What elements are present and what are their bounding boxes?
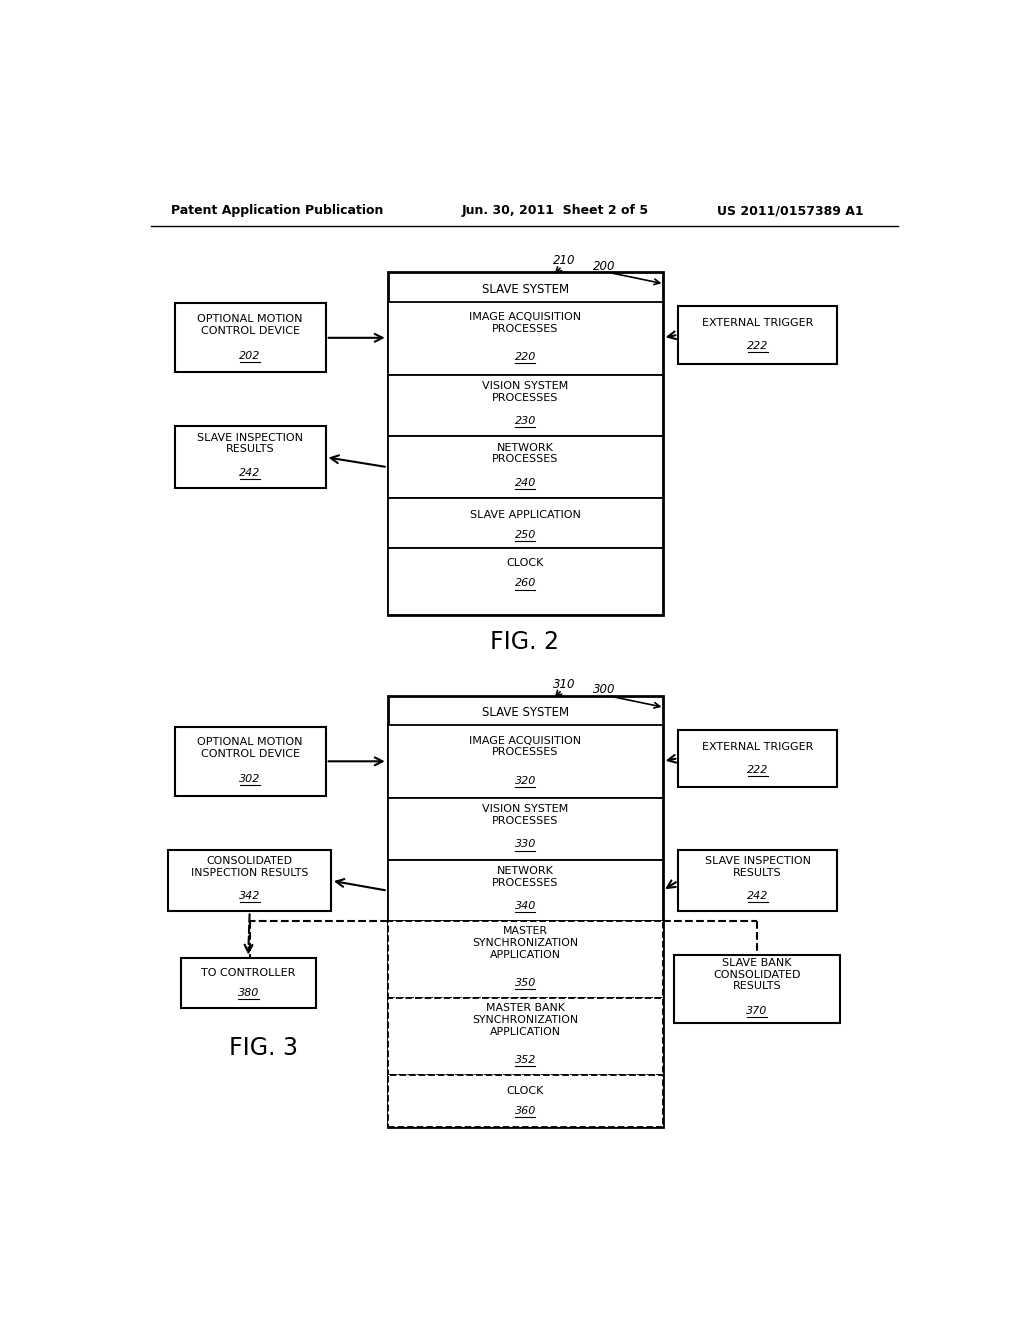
Text: 302: 302 <box>240 774 261 784</box>
Text: SLAVE SYSTEM: SLAVE SYSTEM <box>481 282 568 296</box>
Text: 330: 330 <box>514 840 536 850</box>
Bar <box>388 859 663 921</box>
Bar <box>388 272 663 615</box>
Bar <box>388 921 663 998</box>
Bar <box>388 302 663 375</box>
Text: EXTERNAL TRIGGER: EXTERNAL TRIGGER <box>702 742 813 751</box>
Text: OPTIONAL MOTION
CONTROL DEVICE: OPTIONAL MOTION CONTROL DEVICE <box>198 314 303 335</box>
Bar <box>174 304 326 372</box>
Text: NETWORK
PROCESSES: NETWORK PROCESSES <box>492 866 558 887</box>
Text: SLAVE INSPECTION
RESULTS: SLAVE INSPECTION RESULTS <box>705 855 811 878</box>
Text: 310: 310 <box>553 677 575 690</box>
Text: 380: 380 <box>238 989 259 998</box>
Text: 200: 200 <box>593 260 615 273</box>
Bar <box>388 725 663 799</box>
Text: 202: 202 <box>240 351 261 360</box>
Text: VISION SYSTEM
PROCESSES: VISION SYSTEM PROCESSES <box>482 804 568 826</box>
Text: 230: 230 <box>514 416 536 426</box>
Bar <box>388 548 663 615</box>
Text: 222: 222 <box>746 764 768 775</box>
Text: Jun. 30, 2011  Sheet 2 of 5: Jun. 30, 2011 Sheet 2 of 5 <box>461 205 648 218</box>
Text: MASTER
SYNCHRONIZATION
APPLICATION: MASTER SYNCHRONIZATION APPLICATION <box>472 927 579 960</box>
Bar <box>174 426 326 488</box>
Text: SLAVE SYSTEM: SLAVE SYSTEM <box>481 706 568 719</box>
Text: SLAVE BANK
CONSOLIDATED
RESULTS: SLAVE BANK CONSOLIDATED RESULTS <box>713 958 801 991</box>
Text: 320: 320 <box>514 776 536 785</box>
Text: SLAVE APPLICATION: SLAVE APPLICATION <box>470 510 581 520</box>
Text: 260: 260 <box>514 578 536 589</box>
Text: FIG. 3: FIG. 3 <box>229 1036 298 1060</box>
Bar <box>168 850 331 911</box>
Text: CONSOLIDATED
INSPECTION RESULTS: CONSOLIDATED INSPECTION RESULTS <box>191 855 308 878</box>
Bar <box>678 306 838 364</box>
Text: SLAVE INSPECTION
RESULTS: SLAVE INSPECTION RESULTS <box>197 433 303 454</box>
Bar <box>388 375 663 437</box>
Text: 250: 250 <box>514 529 536 540</box>
Text: 222: 222 <box>746 342 768 351</box>
Text: 242: 242 <box>746 891 768 902</box>
Text: Patent Application Publication: Patent Application Publication <box>171 205 383 218</box>
Bar <box>674 956 841 1023</box>
Text: 300: 300 <box>593 684 615 696</box>
Text: 220: 220 <box>514 352 536 362</box>
Text: 350: 350 <box>514 978 536 989</box>
Bar <box>388 498 663 548</box>
Text: 370: 370 <box>746 1006 768 1016</box>
Bar <box>388 437 663 498</box>
Bar <box>180 958 316 1007</box>
Text: MASTER BANK
SYNCHRONIZATION
APPLICATION: MASTER BANK SYNCHRONIZATION APPLICATION <box>472 1003 579 1036</box>
Text: 340: 340 <box>514 902 536 911</box>
Text: NETWORK
PROCESSES: NETWORK PROCESSES <box>492 442 558 465</box>
Text: TO CONTROLLER: TO CONTROLLER <box>202 968 296 978</box>
Bar <box>388 998 663 1076</box>
Text: CLOCK: CLOCK <box>507 558 544 569</box>
Text: 210: 210 <box>553 255 575 268</box>
Text: 360: 360 <box>514 1106 536 1115</box>
Text: IMAGE ACQUISITION
PROCESSES: IMAGE ACQUISITION PROCESSES <box>469 735 582 758</box>
Text: EXTERNAL TRIGGER: EXTERNAL TRIGGER <box>702 318 813 329</box>
Text: 352: 352 <box>514 1055 536 1065</box>
Text: CLOCK: CLOCK <box>507 1086 544 1096</box>
Text: VISION SYSTEM
PROCESSES: VISION SYSTEM PROCESSES <box>482 381 568 403</box>
Text: US 2011/0157389 A1: US 2011/0157389 A1 <box>717 205 863 218</box>
Bar <box>678 730 838 788</box>
Text: IMAGE ACQUISITION
PROCESSES: IMAGE ACQUISITION PROCESSES <box>469 313 582 334</box>
Bar <box>678 850 838 911</box>
Text: OPTIONAL MOTION
CONTROL DEVICE: OPTIONAL MOTION CONTROL DEVICE <box>198 738 303 759</box>
Bar <box>388 696 663 1127</box>
Text: 342: 342 <box>239 891 260 902</box>
Text: FIG. 2: FIG. 2 <box>490 630 559 653</box>
Bar <box>174 726 326 796</box>
Text: 242: 242 <box>240 467 261 478</box>
Bar <box>388 1076 663 1127</box>
Text: 240: 240 <box>514 478 536 487</box>
Bar <box>388 799 663 859</box>
